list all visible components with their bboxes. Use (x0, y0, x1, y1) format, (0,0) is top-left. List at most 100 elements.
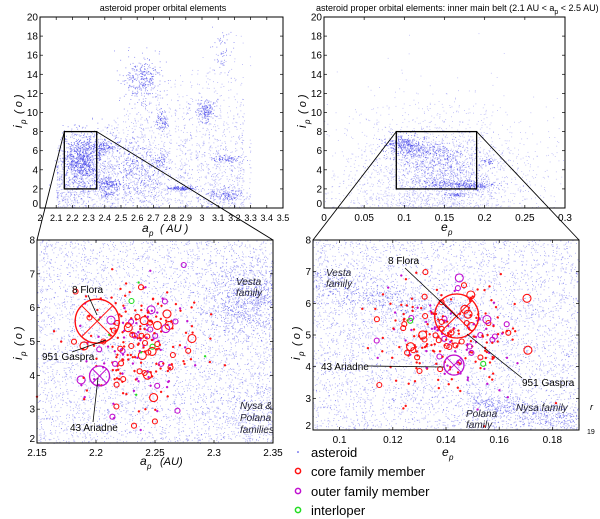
asteroid-point (84, 173, 86, 175)
asteroid-point (81, 142, 83, 144)
asteroid-point (157, 204, 159, 206)
asteroid-point (202, 108, 204, 110)
asteroid-point (227, 166, 228, 167)
asteroid-point (158, 160, 160, 162)
asteroid-point (64, 196, 66, 198)
asteroid-point (240, 128, 242, 129)
asteroid-point (64, 196, 66, 198)
asteroid-point (224, 161, 226, 163)
asteroid-point (210, 171, 211, 173)
asteroid-point (84, 193, 85, 195)
asteroid-point (113, 184, 114, 185)
asteroid-point (59, 201, 61, 203)
asteroid-point (135, 173, 137, 175)
asteroid-point (69, 204, 71, 205)
asteroid-point (145, 190, 147, 192)
asteroid-point (225, 196, 227, 198)
asteroid-point (191, 186, 193, 188)
asteroid-point (57, 172, 58, 173)
asteroid-point (136, 197, 138, 199)
asteroid-point (131, 160, 133, 162)
asteroid-point (61, 179, 63, 181)
asteroid-point (141, 191, 143, 192)
asteroid-point (94, 175, 96, 177)
asteroid-point (100, 184, 102, 186)
asteroid-point (159, 83, 161, 85)
asteroid-point (147, 171, 149, 173)
asteroid-point (191, 169, 193, 170)
asteroid-point (231, 199, 233, 200)
asteroid-point (166, 199, 168, 201)
asteroid-point (152, 96, 154, 98)
asteroid-point (90, 147, 92, 148)
asteroid-point (57, 147, 59, 149)
asteroid-point (241, 132, 243, 134)
asteroid-point (72, 189, 74, 191)
asteroid-point (57, 150, 59, 152)
asteroid-point (86, 142, 88, 144)
asteroid-point (242, 98, 243, 100)
asteroid-point (145, 178, 147, 179)
asteroid-point (143, 159, 145, 161)
asteroid-point (155, 180, 156, 181)
asteroid-point (153, 187, 155, 188)
asteroid-point (137, 146, 139, 148)
asteroid-point (123, 167, 124, 168)
asteroid-point (71, 162, 73, 164)
asteroid-point (108, 163, 109, 165)
asteroid-point (103, 171, 104, 173)
asteroid-point (61, 193, 63, 194)
asteroid-point (204, 199, 206, 201)
asteroid-point (117, 127, 119, 129)
asteroid-point (199, 177, 201, 178)
asteroid-point (150, 156, 152, 158)
asteroid-point (215, 194, 217, 196)
asteroid-point (151, 130, 153, 132)
asteroid-point (166, 121, 168, 123)
asteroid-point (89, 187, 91, 189)
asteroid-point (202, 127, 204, 129)
asteroid-point (74, 194, 76, 196)
asteroid-point (157, 172, 159, 174)
asteroid-point (170, 185, 172, 187)
asteroid-point (164, 156, 166, 158)
asteroid-point (224, 129, 225, 131)
asteroid-point (63, 166, 64, 168)
asteroid-point (139, 200, 141, 202)
asteroid-point (156, 178, 158, 180)
asteroid-point (100, 146, 102, 147)
asteroid-point (86, 150, 88, 151)
asteroid-point (221, 193, 223, 195)
asteroid-point (220, 117, 222, 119)
asteroid-point (209, 146, 211, 148)
asteroid-point (223, 165, 225, 167)
asteroid-point (236, 157, 238, 159)
asteroid-point (195, 111, 196, 113)
asteroid-point (115, 178, 116, 180)
asteroid-point (132, 76, 134, 78)
asteroid-point (130, 174, 132, 176)
asteroid-point (187, 201, 189, 202)
asteroid-point (61, 137, 62, 139)
asteroid-point (166, 133, 168, 135)
asteroid-point (176, 190, 177, 192)
asteroid-point (126, 160, 128, 161)
asteroid-point (133, 202, 135, 203)
asteroid-point (75, 151, 77, 153)
asteroid-point (124, 83, 126, 85)
asteroid-point (79, 150, 81, 152)
asteroid-point (132, 172, 134, 174)
asteroid-point (80, 168, 82, 169)
asteroid-point (125, 163, 127, 165)
asteroid-point (140, 88, 142, 89)
asteroid-point (237, 175, 238, 177)
asteroid-point (134, 128, 136, 130)
asteroid-point (239, 177, 241, 179)
asteroid-point (211, 184, 213, 185)
asteroid-point (165, 150, 167, 152)
asteroid-point (221, 161, 223, 163)
asteroid-point (148, 84, 150, 85)
asteroid-point (141, 162, 143, 164)
asteroid-point (215, 168, 217, 170)
asteroid-point (129, 181, 131, 183)
